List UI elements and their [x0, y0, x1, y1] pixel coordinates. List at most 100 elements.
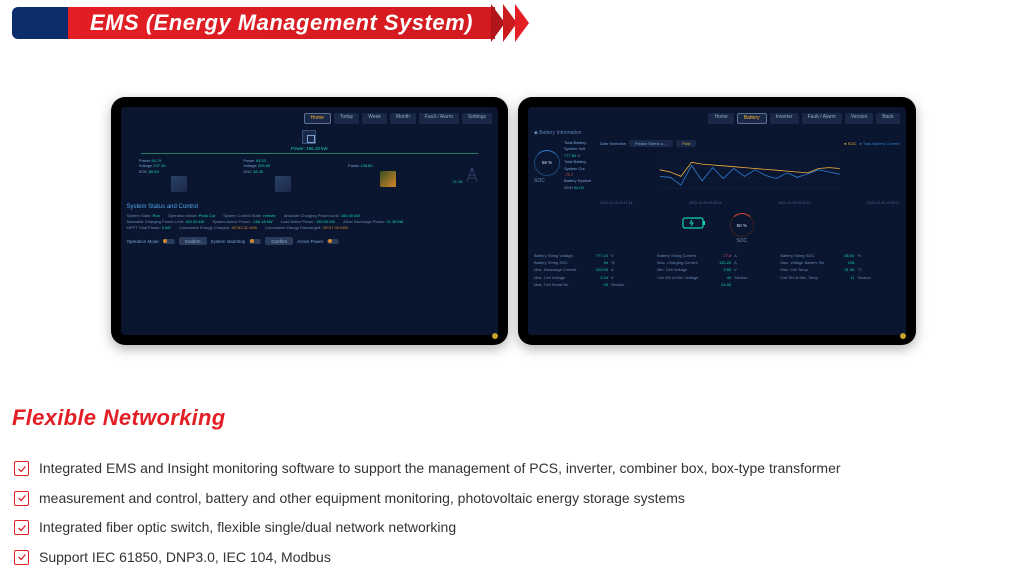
power-flow-label: Power: 196.18 kW [127, 146, 493, 151]
control-row: Operation Mode Confirm System start/stop… [127, 237, 493, 245]
metric-row: Min. Cell Voltage3.53V [657, 266, 776, 273]
tab-home[interactable]: Home [304, 113, 331, 124]
metrics-column: Battery String Current-77.8AMax. Chargin… [657, 252, 776, 288]
date-selector-label: Date Selection [600, 141, 626, 146]
page-banner: EMS (Energy Management System) [12, 4, 1026, 42]
pcs-block-2: Power 93.20 Voltage 229.80 SOC 48.30 [243, 158, 323, 195]
arrow-icon [515, 4, 529, 42]
battery-icon [680, 213, 710, 233]
check-icon [14, 461, 29, 476]
monitor-row: Home Today Week Month Fault / Alarm Sett… [111, 97, 916, 345]
find-button[interactable]: Find [676, 140, 696, 147]
bullet-item: Support IEC 61850, DNP3.0, IEC 104, Modb… [14, 548, 1026, 568]
soc2-gauge: 50 % [730, 213, 754, 237]
screen2-tabs: Home Battery Inverter Fault / Alarm Vers… [534, 113, 900, 124]
inverter-block: Power 138.80 [348, 163, 428, 189]
soc-block: 58 % SOC Total Battery System Volt 777.8… [534, 140, 594, 205]
banner-red-segment: EMS (Energy Management System) [68, 7, 495, 39]
status-item: Cumulative Energy Discharged: 39747.90 k… [265, 225, 348, 231]
metric-row: Max. Cell Serial No.03Section [534, 281, 653, 288]
active-power-label: Active Power [297, 239, 323, 244]
metric-row: Max. Charging Current120.20A [657, 259, 776, 266]
screen1: Home Today Week Month Fault / Alarm Sett… [121, 107, 499, 335]
screen2-upper: 58 % SOC Total Battery System Volt 777.8… [534, 140, 900, 205]
metric-row: Max. Cell Voltage3.24V [534, 274, 653, 281]
op-mode-toggle[interactable] [163, 239, 175, 244]
metric-row: Cell SN of Min. Temp11Section [780, 274, 899, 281]
monitor-left: Home Today Week Month Fault / Alarm Sett… [111, 97, 509, 345]
pcs-row: Power 94.79 Voltage 237.10 SOC 89.09 Pow… [127, 158, 493, 195]
chart-svg [600, 150, 900, 198]
battery-info-title: ◆ Battery Information [534, 130, 900, 136]
soc2-label: SOC [730, 238, 754, 244]
bullet-list: Integrated EMS and Insight monitoring so… [14, 459, 1026, 567]
tab-home[interactable]: Home [708, 113, 733, 124]
inverter-icon [380, 171, 396, 187]
metric-row: Max. Discharge Current120.00A [534, 266, 653, 273]
bullet-text: Integrated EMS and Insight monitoring so… [39, 459, 841, 479]
status-item: MPPT Total Power: 0 kW [127, 225, 171, 231]
screen2: Home Battery Inverter Fault / Alarm Vers… [528, 107, 906, 335]
banner-arrows [491, 4, 527, 42]
tab-version[interactable]: Version [845, 113, 874, 124]
cube-icon [275, 176, 291, 192]
tab-settings[interactable]: Settings [462, 113, 492, 124]
confirm-button-2[interactable]: Confirm [265, 237, 293, 245]
tab-month[interactable]: Month [390, 113, 416, 124]
metric-row: Cell SN of Min. Voltage42Section [657, 274, 776, 281]
status-item: Cumulative Energy Charged: 46763.31 kWh [179, 225, 257, 231]
cube-icon [171, 176, 187, 192]
bullet-text: Integrated fiber optic switch, flexible … [39, 518, 456, 538]
status-item: Allow Discharge Power: 21.38 kW [343, 219, 403, 225]
tab-back[interactable]: Back [876, 113, 899, 124]
metric-row: Max. Voltage Battery SN108 [780, 259, 899, 266]
metrics-grid: Battery String Voltage777.10VBattery Str… [534, 252, 900, 288]
screen2-middle: 50 % SOC [534, 213, 900, 244]
soc-label: SOC [534, 178, 560, 184]
tab-fault[interactable]: Fault / Alarm [802, 113, 842, 124]
startstop-label: System start/stop [211, 239, 246, 244]
metric-row: Battery String Voltage777.10V [534, 252, 653, 259]
chart-controls: Date Selection Please Select a ... Find … [600, 140, 900, 147]
pcs-block-1: Power 94.79 Voltage 237.10 SOC 89.09 [139, 158, 219, 195]
metric-row: Battery String SOC58.00% [780, 252, 899, 259]
metrics-column: Battery String Voltage777.10VBattery Str… [534, 252, 653, 288]
flow-line [141, 153, 479, 154]
banner-title: EMS (Energy Management System) [90, 10, 473, 36]
bullet-item: Integrated fiber optic switch, flexible … [14, 518, 1026, 538]
grid-block: 21.16 [453, 167, 480, 184]
grid-tower-icon [464, 167, 480, 183]
soc-gauge: 58 % [534, 150, 560, 176]
tab-battery[interactable]: Battery [737, 113, 767, 124]
metric-row: Battery String Current-77.8A [657, 252, 776, 259]
metric-row: Max. Cell Temp31.00°C [780, 266, 899, 273]
tab-fault[interactable]: Fault / Alarm [419, 113, 459, 124]
soc-summary: Total Battery System Volt 777.89 V Total… [564, 140, 594, 191]
banner-dark-segment [12, 7, 68, 39]
active-power-toggle[interactable] [327, 239, 339, 244]
chart-area: Date Selection Please Select a ... Find … [600, 140, 900, 205]
check-icon [14, 550, 29, 565]
tab-today[interactable]: Today [334, 113, 359, 124]
date-selector[interactable]: Please Select a ... [629, 140, 673, 147]
bullet-item: Integrated EMS and Insight monitoring so… [14, 459, 1026, 479]
check-icon [14, 491, 29, 506]
metric-row: Battery String SOC94% [534, 259, 653, 266]
bullet-text: Support IEC 61850, DNP3.0, IEC 104, Modb… [39, 548, 331, 568]
status-row: MPPT Total Power: 0 kW Cumulative Energy… [127, 225, 493, 231]
confirm-button[interactable]: Confirm [179, 237, 207, 245]
metric-row: 24.00 [657, 281, 776, 288]
monitor-right: Home Battery Inverter Fault / Alarm Vers… [518, 97, 916, 345]
bullet-text: measurement and control, battery and oth… [39, 489, 685, 509]
status-title: System Status and Control [127, 204, 493, 210]
tab-inverter[interactable]: Inverter [770, 113, 799, 124]
chart-timestamps: 2022-12-16 10:17:14 2022-12-24 09:49:11 … [600, 201, 900, 205]
bullet-item: measurement and control, battery and oth… [14, 489, 1026, 509]
check-icon [14, 520, 29, 535]
startstop-toggle[interactable] [249, 239, 261, 244]
status-panel: System Status and Control System State: … [127, 204, 493, 245]
op-mode-label: Operation Mode [127, 239, 159, 244]
metrics-column: Battery String SOC58.00%Max. Voltage Bat… [780, 252, 899, 288]
tab-week[interactable]: Week [362, 113, 387, 124]
screen1-tabs: Home Today Week Month Fault / Alarm Sett… [127, 113, 493, 124]
